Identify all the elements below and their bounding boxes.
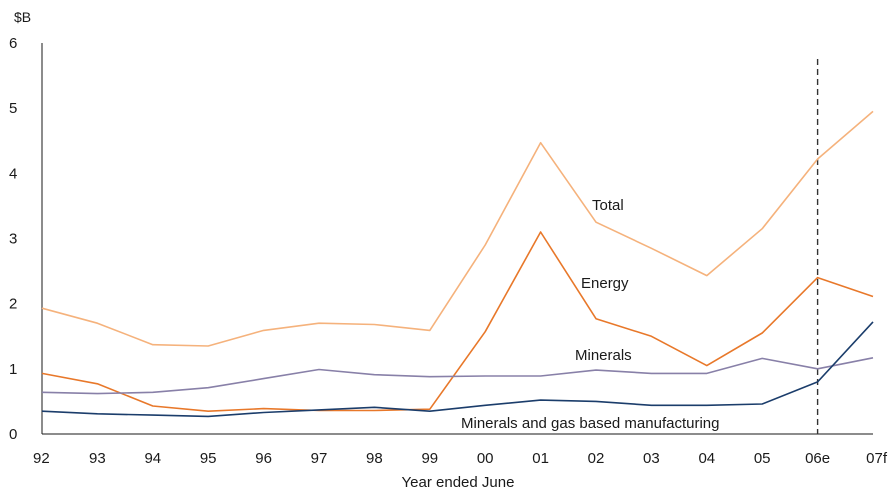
x-axis-title: Year ended June xyxy=(402,474,515,491)
x-tick-label: 96 xyxy=(255,450,272,467)
x-tick-label: 04 xyxy=(698,450,715,467)
y-tick-label: 4 xyxy=(9,165,17,182)
y-tick-label: 5 xyxy=(9,100,17,117)
y-tick-label: 6 xyxy=(9,35,17,52)
y-tick-label: 1 xyxy=(9,361,17,378)
series-lines xyxy=(41,110,874,418)
x-tick-label: 93 xyxy=(89,450,106,467)
x-axis-ticks: 92 93 94 95 96 97 98 99 00 01 02 03 04 05 06e 07f xyxy=(33,450,888,467)
x-tick-label: 97 xyxy=(311,450,328,467)
y-axis-ticks: 0 1 2 3 4 5 6 xyxy=(9,35,17,443)
series-label: Energy xyxy=(581,275,629,292)
series-labels: Total Energy Minerals Minerals and gas base… xyxy=(461,197,720,432)
series-label: Minerals xyxy=(575,347,632,364)
x-tick-label: 02 xyxy=(588,450,605,467)
x-tick-label: 92 xyxy=(33,450,50,467)
x-tick-label: 98 xyxy=(366,450,383,467)
x-tick-label: 94 xyxy=(144,450,161,467)
y-unit-label: $B xyxy=(14,9,31,25)
series-line-minerals-and-gas-based-manufacturing xyxy=(41,321,874,418)
x-tick-label: 99 xyxy=(421,450,438,467)
series-line-minerals xyxy=(41,357,874,395)
x-tick-label: 01 xyxy=(532,450,549,467)
series-label: Minerals and gas based manufacturing xyxy=(461,415,720,432)
y-tick-label: 3 xyxy=(9,231,17,248)
x-tick-label: 00 xyxy=(477,450,494,467)
y-tick-label: 2 xyxy=(9,296,17,313)
series-label: Total xyxy=(592,197,624,214)
series-line-total xyxy=(41,110,874,347)
x-tick-label: 06e xyxy=(805,450,830,467)
x-tick-label: 03 xyxy=(643,450,660,467)
y-tick-label: 0 xyxy=(9,426,17,443)
x-tick-label: 05 xyxy=(754,450,771,467)
x-tick-label: 07f xyxy=(866,450,888,467)
series-line-energy xyxy=(41,231,874,413)
x-tick-label: 95 xyxy=(200,450,217,467)
